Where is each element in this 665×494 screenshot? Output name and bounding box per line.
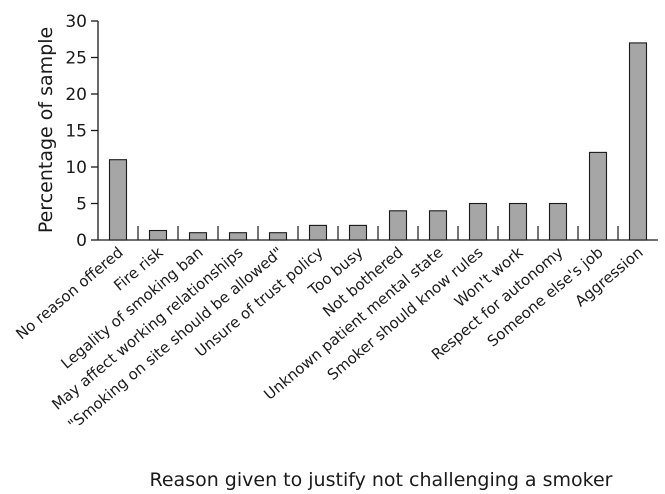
y-tick-label: 20: [65, 85, 87, 105]
y-axis-title: Percentage of sample: [35, 27, 57, 233]
y-tick-label: 15: [65, 122, 87, 142]
bar: [148, 229, 168, 241]
bar: [108, 159, 128, 241]
bar: [388, 210, 408, 241]
bar: [348, 224, 368, 241]
bar: [468, 202, 488, 241]
x-axis-title: Reason given to justify not challenging …: [150, 469, 613, 491]
bar: [508, 202, 528, 241]
bar: [588, 151, 608, 241]
bar: [268, 232, 288, 241]
axes: 0 5 10 15 20 25 30: [65, 12, 658, 251]
bar: [228, 232, 248, 241]
bar: [548, 202, 568, 241]
y-tick-label: 30: [65, 12, 87, 32]
bar: [428, 210, 448, 241]
y-tick-label: 10: [65, 158, 87, 178]
bar: [628, 42, 648, 241]
y-tick-label: 25: [65, 49, 87, 69]
bar: [188, 232, 208, 241]
bars: [108, 42, 648, 241]
y-tick-label: 0: [76, 231, 87, 251]
bar: [308, 224, 328, 241]
y-tick-label: 5: [76, 195, 87, 215]
